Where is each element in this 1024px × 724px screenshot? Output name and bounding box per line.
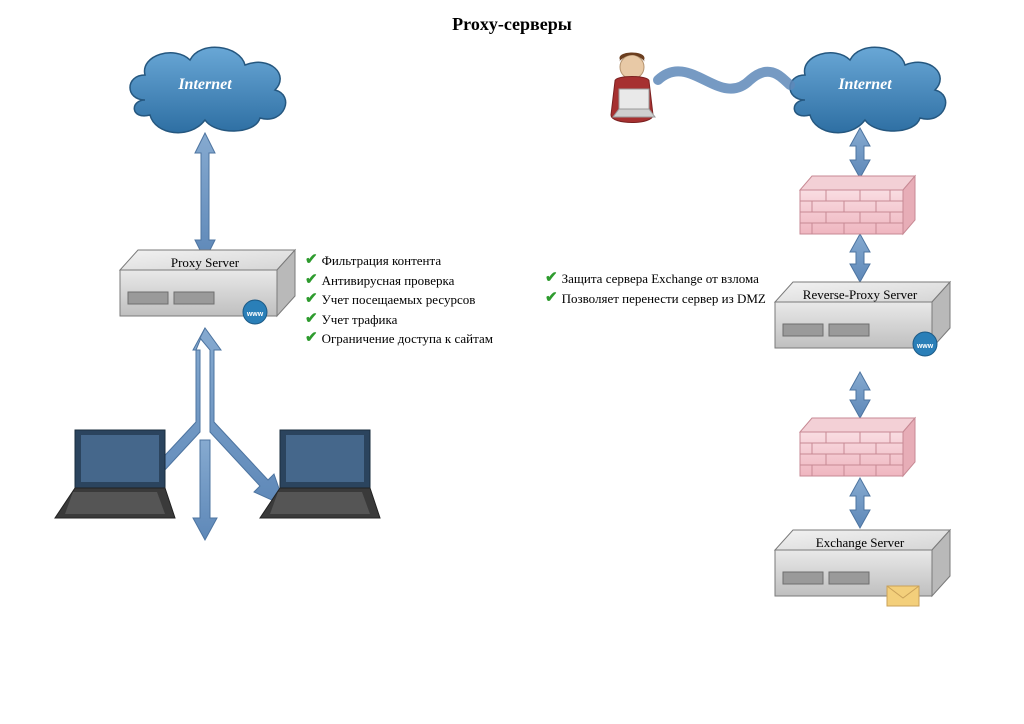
svg-text:www: www xyxy=(246,311,264,318)
feature-list-left: ✔ Фильтрация контента ✔ Антивирусная про… xyxy=(305,252,493,350)
firewall-icon xyxy=(800,176,915,234)
diagram-stage: { "title": { "text": "Proxy-серверы", "f… xyxy=(0,0,1024,724)
person-icon xyxy=(611,53,655,123)
arrow-icon xyxy=(850,128,870,178)
check-icon: ✔ xyxy=(305,331,318,346)
cloud-label: Internet xyxy=(120,76,290,94)
svg-text:www: www xyxy=(916,343,934,350)
check-icon: ✔ xyxy=(545,291,558,306)
feature-item: ✔ Учет посещаемых ресурсов xyxy=(305,291,493,309)
feature-list-right: ✔ Защита сервера Exchange от взлома ✔ По… xyxy=(545,270,766,309)
feature-item: ✔ Защита сервера Exchange от взлома xyxy=(545,270,766,288)
wave-connector xyxy=(658,71,790,88)
arrow-icon xyxy=(850,234,870,282)
server-label: Proxy Server xyxy=(120,255,290,271)
feature-item: ✔ Учет трафика xyxy=(305,311,493,329)
feature-item: ✔ Позволяет перенести сервер из DMZ xyxy=(545,290,766,308)
check-icon: ✔ xyxy=(305,273,318,288)
arrow-icon xyxy=(850,478,870,528)
feature-item: ✔ Антивирусная проверка xyxy=(305,272,493,290)
feature-item: ✔ Фильтрация контента xyxy=(305,252,493,270)
feature-text: Позволяет перенести сервер из DMZ xyxy=(562,290,766,308)
laptop-icon xyxy=(260,430,380,518)
server-label: Reverse-Proxy Server xyxy=(775,287,945,303)
feature-text: Ограничение доступа к сайтам xyxy=(322,330,493,348)
arrow-icon xyxy=(195,133,215,260)
check-icon: ✔ xyxy=(305,312,318,327)
feature-text: Фильтрация контента xyxy=(322,252,442,270)
feature-text: Защита сервера Exchange от взлома xyxy=(562,270,759,288)
check-icon: ✔ xyxy=(305,292,318,307)
arrow-icon xyxy=(850,372,870,418)
laptop-icon xyxy=(55,430,175,518)
feature-text: Учет трафика xyxy=(322,311,398,329)
cloud-label: Internet xyxy=(780,76,950,94)
check-icon: ✔ xyxy=(545,271,558,286)
feature-item: ✔ Ограничение доступа к сайтам xyxy=(305,330,493,348)
feature-text: Учет посещаемых ресурсов xyxy=(322,291,476,309)
server-label: Exchange Server xyxy=(775,535,945,551)
diagram-svg: www xyxy=(0,0,1024,724)
feature-text: Антивирусная проверка xyxy=(322,272,455,290)
check-icon: ✔ xyxy=(305,253,318,268)
firewall-icon xyxy=(800,418,915,476)
